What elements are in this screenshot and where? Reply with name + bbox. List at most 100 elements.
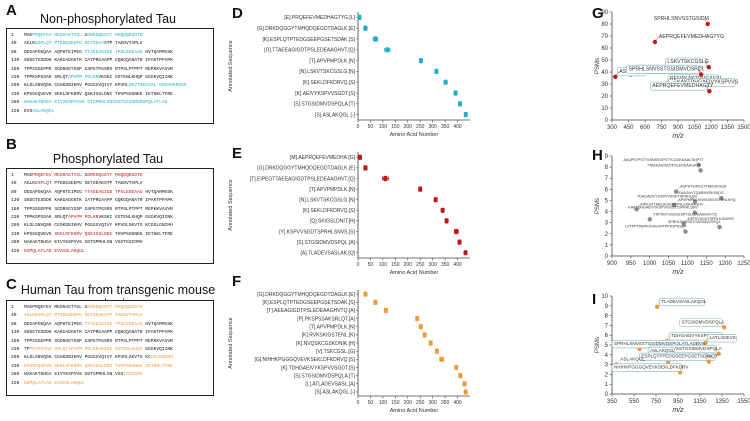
detected-peptide: NAKAKTDHGA EIVYKSPVVSG DTSPRHLSNVSSTGSID… bbox=[24, 100, 168, 106]
sequence-line: 1 MAEPRQEFEV MEDHAGTYGL GDRKDQGGYT MHQDQE… bbox=[11, 172, 209, 180]
sequence-segment: HVTQARMVSK bbox=[142, 189, 173, 195]
residue-number: 280 bbox=[11, 83, 20, 89]
point-label: NIHHKPGGGQVEVKSEKLDFKDRV bbox=[614, 364, 689, 369]
peptide-label: [G].DRKDQGGYTMHQDQEGDTDAGLK.[E] bbox=[257, 166, 355, 172]
label-box bbox=[611, 363, 683, 372]
sequence-line: 180 TPPSSGEPPK SGDRSGYSSP GSPGTPGSRS RTPS… bbox=[11, 206, 209, 214]
panelH-chart: H 900 950 1000 1050 1100 1150 1200 1250 0 1 2 3 4 5 6 7 8… bbox=[592, 147, 750, 276]
peptide-label: [T].APVPMPDLK.[N] bbox=[309, 324, 355, 330]
residue-number: 230 bbox=[11, 347, 20, 353]
point-label: SPRHLSNVSSTGSIDMVDSPQL bbox=[668, 220, 721, 224]
range-bar bbox=[462, 381, 467, 387]
y-tick-label: 0 bbox=[605, 254, 609, 260]
residue-number: 130 bbox=[11, 58, 20, 64]
y-tick-label: 6 bbox=[605, 187, 609, 193]
leader-line bbox=[690, 196, 696, 202]
detected-peptide: PKSPSSAK SRLQTAPVPM PDLKNVKSKI GSTENLKHQ… bbox=[29, 347, 143, 353]
sequence-line: 80 DEGAPGKQAA AQPHTEIPEG TTAEEAGIGD TPSLE… bbox=[11, 321, 209, 329]
detected-peptide: DRKDQGGYT MHQDQEGDTD bbox=[87, 173, 143, 178]
residue-number: 130 bbox=[11, 330, 20, 336]
detected-peptide: DSPQLATLAD EVSASLAKQGL bbox=[24, 248, 85, 254]
panel-b-title: Phosphorylated Tau bbox=[52, 152, 164, 166]
x-tick-label: 400 bbox=[453, 400, 462, 406]
sequence-line: 230 TPPKSPSSAK SRLQTAPVPM PDLKNVKSKI GSTE… bbox=[11, 214, 209, 222]
leader-line bbox=[705, 85, 710, 92]
range-bar bbox=[463, 112, 468, 118]
point-label: TKPSGTSSSSGSPTSLEDEAAGHVTQ bbox=[654, 212, 717, 216]
sequence-segment: SKDGTGSDDK KAKGADGKTK IATPRGAAPP GQKGQAN… bbox=[24, 58, 173, 64]
sequence-segment: GGGKVQIINK bbox=[142, 347, 173, 353]
x-tick-label: 750 bbox=[656, 125, 667, 131]
residue-number: 330 bbox=[11, 363, 20, 369]
sequence-segment: KLDLSNVQSK CGSKDNIKHV PGGGSVQIVY KPVDLSK… bbox=[24, 355, 151, 361]
x-tick-label: 1200 bbox=[704, 125, 718, 131]
point-label: AQPHTEIPEGTTAEEAGIGD bbox=[680, 185, 727, 189]
peptide-label: [K].SEKLDFKDRVQ.[S] bbox=[303, 208, 356, 214]
x-tick-label: 1500 bbox=[737, 125, 750, 131]
panel-letter: E bbox=[232, 145, 242, 162]
x-tick-label: 150 bbox=[391, 124, 400, 130]
y-tick-label: 50 bbox=[601, 58, 608, 64]
detected-peptide: APVPM PDLKN bbox=[68, 215, 99, 221]
x-tick-label: 1150 bbox=[694, 399, 708, 405]
peptide-label: [L].ATLADEVSASL.[A] bbox=[305, 382, 355, 388]
y-tick-label: 10 bbox=[601, 106, 608, 112]
peptide-label: [K].NVQSKCGSKDNIK.[H] bbox=[296, 341, 356, 347]
peptide-label: [S].STGSIDMVDSPQL.[A] bbox=[297, 240, 356, 246]
peptide-label: [K].AEIVYKSPVVSGDT.[S] bbox=[295, 91, 355, 97]
sequence-segment: AGLK bbox=[24, 181, 36, 187]
point-label: TLADEVSASLAKQGL bbox=[661, 299, 707, 304]
detected-peptide: ASLAKQGL bbox=[32, 108, 55, 114]
sequence-line: 40 AGLKESPLQT PTEDGSEEPG SETSDAASTP TAEDV… bbox=[11, 40, 209, 48]
residue-number: 330 bbox=[11, 91, 20, 97]
point-label: EAAGHVTQARMVSKSKDG bbox=[678, 191, 724, 195]
sequence-segment: KLDLSNVQSK CGSKDNIKHV PGGGSVQIVY KPVDL bbox=[24, 83, 129, 89]
x-tick-label: 400 bbox=[453, 124, 462, 130]
panelE-chart: E 0 50 100 150 200 250 300 350 400 Amino Acid Numb… bbox=[228, 145, 470, 276]
range-bar bbox=[463, 389, 468, 395]
range-bar bbox=[458, 101, 463, 107]
residue-number: 420 bbox=[11, 248, 20, 254]
range-bar bbox=[422, 332, 427, 338]
sequence-line: 420 EVSASLAKQGL bbox=[11, 108, 209, 116]
leader-line bbox=[720, 321, 725, 328]
y-axis-label: Annotated Sequence bbox=[228, 317, 234, 368]
point-label: SPRHLSNVSSTGSIDMVDSPQLATLADEVS bbox=[614, 341, 705, 346]
sequence-line: 80 DEGAPGKQAA AQPHTEIPEG TTAEEAGIGD TPSLE… bbox=[11, 189, 209, 197]
residue-number: 420 bbox=[11, 380, 20, 386]
x-axis-label: Amino Acid Number bbox=[390, 408, 439, 414]
sequence-segment: TPPKSPSSAK SRLQT bbox=[24, 215, 69, 221]
x-tick-label: 50 bbox=[368, 124, 374, 130]
residue-number: 280 bbox=[11, 355, 20, 361]
sequence-segment: EVS bbox=[24, 108, 33, 114]
residue-number: 40 bbox=[11, 41, 17, 47]
leader-line bbox=[715, 222, 720, 228]
sequence-segment: SKDGTGSDDK KAKGADGKTK IATPRGAAPP GQKGQAN… bbox=[24, 330, 173, 336]
label-box bbox=[626, 64, 700, 74]
y-tick-label: 90 bbox=[601, 10, 608, 16]
y-axis-label: PSMs bbox=[595, 198, 601, 214]
leader-line bbox=[636, 204, 641, 210]
panelD-chart: D 0 50 100 150 200 250 300 350 400 Amino Acid Numb… bbox=[228, 5, 470, 138]
sequence-line: 380 NAKAKTDHGA EIVYKSPVVSG DTSPRHLSNVSSTG… bbox=[11, 99, 209, 107]
y-tick-label: 80 bbox=[601, 22, 608, 28]
residue-number: 230 bbox=[11, 75, 20, 81]
residue-number: 40 bbox=[11, 313, 17, 319]
residue-number: 330 bbox=[11, 231, 20, 237]
peptide-label: [T].EIPEGTTAEEAGIGDTPSLEDEAAGHVT.[Q] bbox=[250, 176, 356, 182]
sequence-segment: SKDGTGSDDK KAKGADGKTK IATPRGAAPP GQKGQAN… bbox=[24, 198, 173, 204]
y-tick-label: 6 bbox=[605, 333, 609, 339]
leader-line bbox=[681, 226, 686, 232]
point-label: ASLAKQGL bbox=[620, 357, 645, 362]
point-label: KAKTDHGAEIVYKSPVVSGDTSPRHLSNV bbox=[628, 206, 698, 210]
y-tick-label: 5 bbox=[605, 343, 609, 349]
detected-peptide: SKVTSKCGSL GNIHHKPGGG bbox=[128, 83, 187, 89]
x-tick-label: 600 bbox=[640, 125, 651, 131]
x-axis-label: m/z bbox=[672, 133, 684, 140]
leader-line bbox=[656, 301, 662, 307]
x-tick-label: 350 bbox=[441, 262, 450, 268]
sequence-segment: THVPGGGNKK IETHKLTFRE bbox=[112, 231, 173, 237]
peptide-label: [Y].KSPVVSGDTSPRHLSNVS.[S] bbox=[279, 229, 355, 235]
y-tick-label: 7 bbox=[605, 323, 609, 329]
